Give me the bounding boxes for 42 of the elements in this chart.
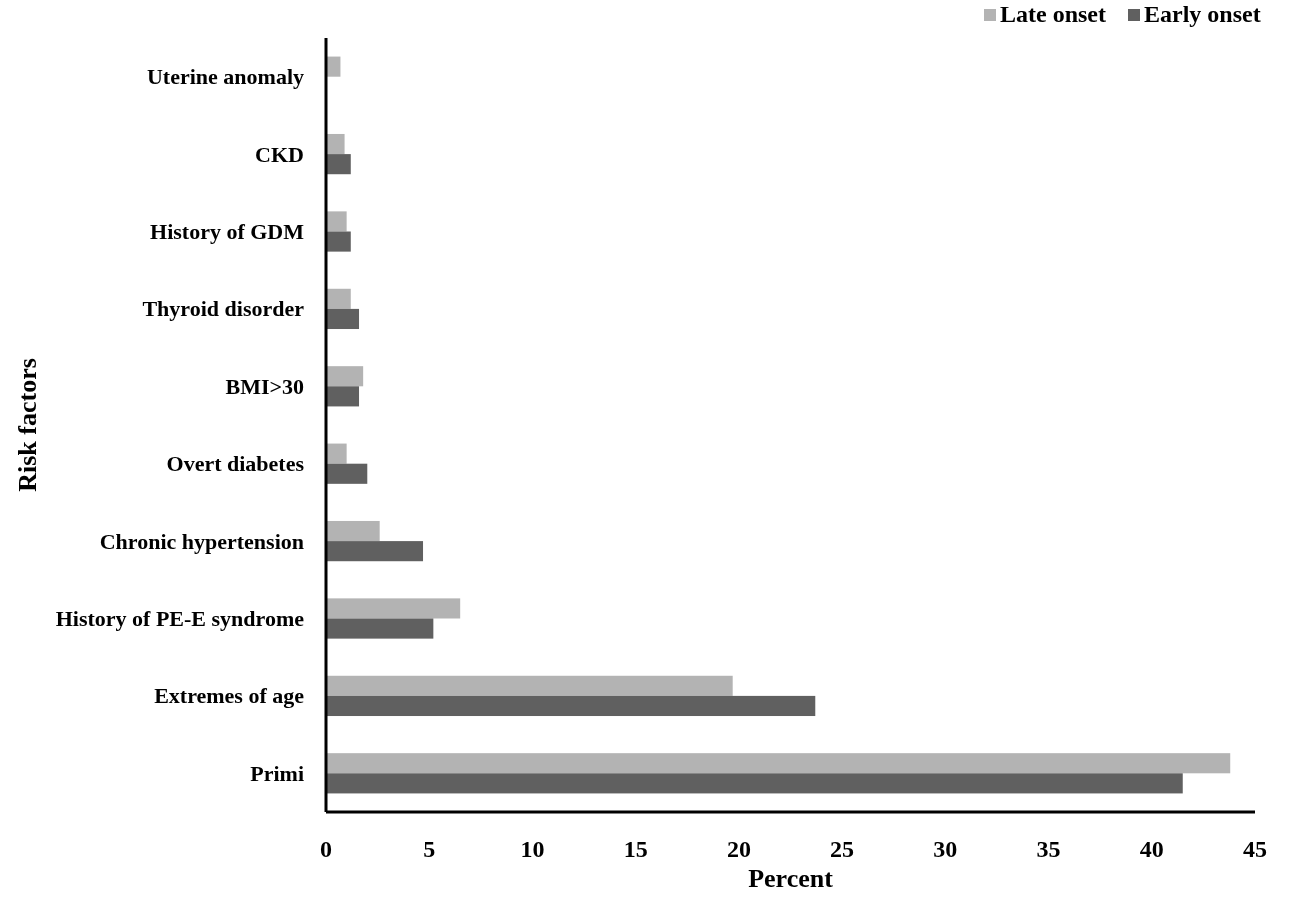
bar	[326, 366, 364, 387]
bar	[326, 308, 360, 330]
y-axis-title: Risk factors	[13, 358, 42, 492]
bar	[326, 154, 351, 175]
y-tick-label: BMI>30	[225, 373, 304, 399]
bar	[326, 211, 347, 232]
y-tick-label: CKD	[255, 141, 304, 167]
bar	[326, 231, 351, 252]
bar	[326, 520, 380, 542]
x-axis-title: Percent	[748, 864, 834, 893]
y-tick-label: History of PE-E syndrome	[55, 606, 305, 631]
y-tick-label: Chronic hypertension	[99, 528, 304, 554]
x-tick-label: 20	[726, 836, 751, 862]
bar	[326, 443, 347, 464]
y-tick-label: Primi	[250, 760, 304, 786]
x-tick-label: 40	[1139, 836, 1164, 862]
x-tick-label: 25	[830, 836, 855, 862]
x-tick-label: 10	[520, 836, 545, 862]
y-tick-label: Extremes of age	[154, 683, 305, 709]
bar	[326, 133, 345, 155]
y-tick-label: History of GDM	[150, 219, 305, 244]
bar	[326, 753, 1231, 774]
x-tick-label: 45	[1243, 836, 1267, 862]
y-tick-label: Uterine anomaly	[146, 64, 304, 90]
x-tick-label: 30	[933, 836, 958, 862]
x-tick-label: 5	[423, 836, 436, 862]
bar	[326, 618, 434, 639]
bar	[326, 463, 368, 484]
bar	[326, 598, 461, 619]
bar	[326, 695, 816, 717]
y-tick-label: Overt diabetes	[166, 451, 305, 477]
bar	[326, 773, 1183, 794]
bar	[326, 675, 733, 696]
y-tick-label: Thyroid disorder	[142, 296, 305, 322]
legend-label: Early onset	[1144, 1, 1261, 27]
bar	[326, 386, 360, 407]
legend-label: Late onset	[1000, 1, 1106, 27]
bar	[326, 288, 351, 309]
x-tick-label: 0	[320, 836, 332, 862]
bar	[326, 541, 424, 562]
x-tick-label: 35	[1036, 836, 1061, 862]
x-tick-label: 15	[623, 836, 648, 862]
